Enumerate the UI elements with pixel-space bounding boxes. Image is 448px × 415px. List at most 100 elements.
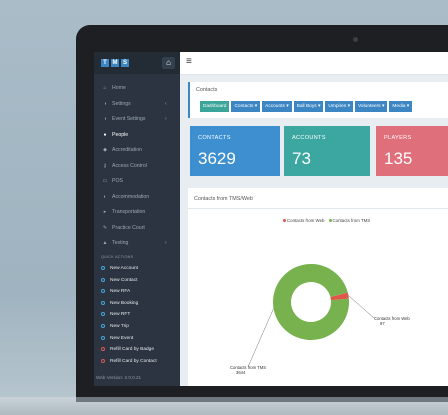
sidebar: T M S ⌂ ⌂ Home ◑ Settings ‹ ◑ Event Settings ‹ ●… [94, 52, 180, 386]
stat-title: PLAYERS [384, 135, 412, 141]
logo-bar: T M S ⌂ [94, 52, 180, 74]
quick-action-item[interactable]: New RFT [94, 309, 180, 320]
quick-action-item[interactable]: New Event [94, 333, 180, 344]
circle-icon [101, 335, 105, 340]
chart-panel: Contacts from TMS/Web Contacts from Web C… [188, 188, 448, 386]
legend-label: Contacts from TMS [332, 218, 371, 223]
leader-line [247, 308, 274, 368]
quick-action-item[interactable]: New Contact [94, 275, 180, 286]
sidebar-item[interactable]: ⚷ Access Control [94, 159, 180, 173]
chart-legend: Contacts from Web Contacts from TMS [283, 218, 370, 223]
tab[interactable]: Media ▾ [389, 101, 413, 112]
quick-action-item[interactable]: New Booking [94, 298, 180, 309]
tab[interactable]: Volunteers ▾ [354, 101, 388, 112]
circle-icon [101, 266, 105, 270]
logo-letter: S [121, 59, 129, 67]
leader-line [348, 295, 375, 319]
quick-action-label: New Event [110, 335, 134, 341]
sidebar-item[interactable]: ✎ Practice Court [94, 221, 180, 235]
quick-action-label: New RFT [110, 312, 131, 318]
sidebar-item[interactable]: ▲ Testing ‹ [94, 236, 180, 250]
testing-icon: ▲ [102, 240, 108, 246]
quick-action-label: New Contact [110, 277, 138, 283]
circle-icon [101, 347, 105, 352]
data-label-name: Contacts from Web [374, 316, 410, 321]
tab[interactable]: Umpires ▾ [325, 101, 353, 112]
sidebar-item[interactable]: ◆ Accreditation [94, 143, 180, 157]
quick-action-label: New Trip [110, 324, 129, 329]
pos-icon: ▭ [102, 178, 108, 184]
transport-icon: ▸ [103, 209, 107, 215]
stat-value: 3629 [198, 149, 236, 168]
sidebar-item-label: Settings [112, 100, 131, 107]
donut-slice[interactable] [273, 264, 349, 340]
quick-action-item[interactable]: Refill Card by Badge [94, 344, 180, 355]
quick-action-item[interactable]: Refill Card by Contact [94, 356, 180, 367]
accommodation-icon: ◐ [103, 193, 107, 200]
laptop-hinge [76, 397, 448, 402]
tab[interactable]: Ball Boys ▾ [293, 101, 324, 112]
circle-icon [101, 277, 105, 282]
divider [188, 208, 448, 209]
quick-action-label: New Account [110, 266, 138, 271]
stat-value: 73 [292, 149, 311, 168]
sidebar-item-label: Home [112, 85, 126, 91]
sidebar-item[interactable]: ◐ Accommodation [94, 190, 180, 204]
chevron-left-icon: ‹ [165, 100, 167, 107]
sidebar-item[interactable]: ▸ Transportation [94, 205, 180, 219]
sidebar-item[interactable]: ◑ Event Settings ‹ [94, 112, 180, 126]
sidebar-item[interactable]: ◑ Settings ‹ [94, 97, 180, 111]
home-icon[interactable]: ⌂ [162, 57, 175, 69]
hamburger-menu-icon[interactable]: ≡ [186, 56, 192, 67]
circle-icon [101, 300, 105, 305]
event-settings-icon: ◑ [103, 116, 107, 122]
sidebar-item-label: Testing [112, 240, 129, 246]
stat-card-accounts[interactable]: ACCOUNTS 73 [284, 126, 370, 176]
circle-icon [101, 324, 105, 328]
sidebar-item-label: Practice Court [112, 224, 145, 231]
quick-action-item[interactable]: New RFA [94, 286, 180, 297]
stat-value: 135 [384, 149, 413, 168]
accreditation-icon: ◆ [103, 147, 107, 153]
circle-icon [101, 358, 105, 363]
court-icon: ✎ [102, 224, 108, 231]
version-text: Web Version: 2.0.0.21 [96, 375, 142, 380]
tab[interactable]: Dashboard [200, 101, 230, 112]
tab[interactable]: Accounts ▾ [262, 101, 292, 112]
logo-letter: T [101, 59, 109, 67]
quick-action-label: New RFA [110, 289, 131, 295]
stat-card-players[interactable]: PLAYERS 135 [376, 126, 448, 176]
sidebar-item-label: People [112, 131, 129, 138]
sidebar-item-label: Access Control [112, 162, 147, 169]
top-bar: ≡ [180, 52, 448, 75]
logo-letter: M [111, 59, 119, 67]
tab[interactable]: Contacts ▾ [231, 101, 261, 112]
app-logo[interactable]: T M S [101, 59, 129, 67]
panel-title: Contacts [196, 87, 218, 93]
legend-item[interactable]: Contacts from Web [283, 218, 325, 223]
legend-label: Contacts from Web [287, 218, 325, 223]
sidebar-item[interactable]: ▭ POS [94, 174, 180, 188]
tab-bar: Dashboard Contacts ▾ Accounts ▾ Ball Boys ▾… [200, 101, 413, 112]
quick-action-label: Refill Card by Contact [110, 358, 157, 364]
person-icon: ● [103, 131, 107, 138]
settings-icon: ◑ [103, 100, 107, 107]
sidebar-item[interactable]: ● People [94, 128, 180, 142]
circle-icon [101, 289, 105, 294]
home-icon: ⌂ [103, 85, 107, 91]
quick-action-item[interactable]: New Trip [94, 321, 180, 332]
quick-action-item[interactable]: New Account [94, 263, 180, 274]
stat-card-contacts[interactable]: CONTACTS 3629 [190, 126, 280, 176]
sidebar-item-label: POS [112, 178, 123, 184]
data-label-value: 3644 [236, 370, 246, 375]
quick-actions-title: QUICK ACTIONS [101, 255, 134, 259]
chart-title: Contacts from TMS/Web [194, 196, 253, 202]
chevron-left-icon: ‹ [165, 240, 167, 246]
legend-item[interactable]: Contacts from TMS [328, 218, 371, 223]
sidebar-item-label: Accommodation [112, 193, 150, 200]
donut-slice[interactable] [330, 292, 349, 301]
quick-action-label: Refill Card by Badge [110, 347, 154, 353]
contacts-panel: Contacts Dashboard Contacts ▾ Accounts ▾ Ba… [188, 82, 448, 118]
quick-action-label: New Booking [110, 300, 139, 306]
sidebar-item[interactable]: ⌂ Home [94, 81, 180, 95]
